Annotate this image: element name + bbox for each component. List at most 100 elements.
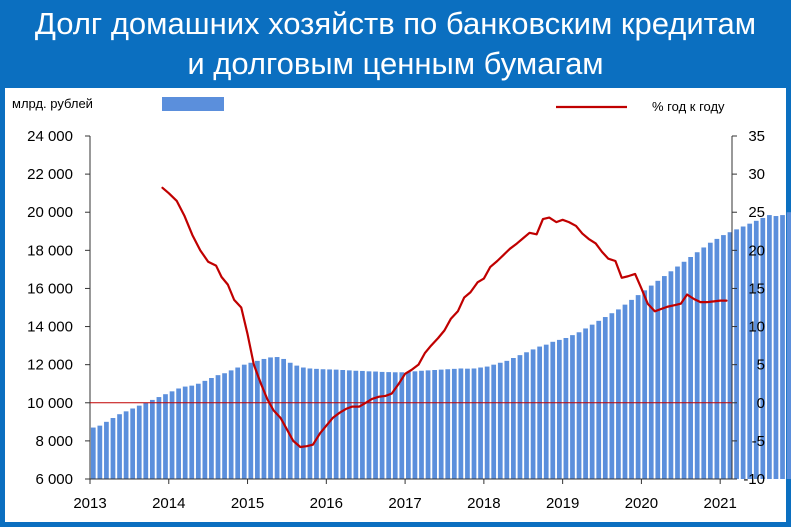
bar — [346, 370, 352, 479]
bar — [497, 362, 503, 479]
bar — [419, 370, 424, 479]
bar — [753, 220, 759, 480]
bar — [150, 399, 155, 479]
left-tick-label: 18 000 — [27, 242, 73, 259]
bar — [156, 397, 162, 479]
bar — [780, 215, 785, 479]
bar — [333, 369, 339, 479]
bar — [169, 391, 175, 479]
right-tick-label: 20 — [748, 242, 765, 259]
bar — [570, 335, 575, 479]
bar — [491, 364, 497, 479]
bar — [609, 313, 615, 479]
right-tick-label: 30 — [748, 166, 765, 183]
bar — [182, 386, 188, 479]
bar — [248, 362, 254, 479]
bar — [655, 280, 661, 479]
bar — [675, 266, 680, 479]
bar — [104, 421, 109, 479]
legend-bar-swatch — [162, 97, 224, 111]
growth-rate-line — [161, 186, 728, 449]
x-tick-label: 2016 — [310, 495, 343, 512]
bar — [662, 276, 667, 479]
axis-labels: 6 000 8 000 10 000 12 000 14 000 16 000 18 000… — [27, 128, 765, 512]
bar — [563, 337, 569, 479]
bar — [360, 370, 365, 479]
bar — [438, 369, 444, 479]
bar — [596, 320, 602, 479]
bar — [399, 372, 405, 479]
right-tick-label: 0 — [757, 395, 765, 412]
left-tick-label: 22 000 — [27, 166, 73, 183]
bar — [517, 355, 523, 479]
bar — [701, 247, 707, 479]
bar — [373, 371, 378, 479]
bar — [432, 370, 437, 479]
bar — [451, 368, 457, 479]
x-tick-label: 2020 — [625, 495, 658, 512]
right-tick-label: -10 — [743, 471, 765, 488]
bar — [274, 357, 280, 479]
bar — [97, 425, 103, 479]
bar — [215, 375, 221, 479]
bar — [176, 388, 181, 479]
axes — [85, 135, 737, 484]
bar — [222, 373, 227, 479]
bar — [602, 317, 608, 479]
bar — [445, 369, 451, 479]
left-tick-label: 8 000 — [35, 433, 73, 450]
bar — [589, 324, 595, 479]
bar — [681, 261, 687, 479]
bar — [353, 370, 359, 479]
bar — [123, 411, 129, 479]
bar — [760, 217, 766, 479]
right-tick-label: 10 — [748, 319, 765, 336]
bar — [117, 414, 122, 479]
bar — [228, 370, 234, 479]
bar — [314, 368, 319, 479]
bar — [740, 226, 746, 479]
x-tick-label: 2017 — [388, 495, 421, 512]
bar — [530, 349, 536, 479]
bar — [747, 223, 753, 479]
bar — [268, 357, 273, 479]
left-tick-label: 24 000 — [27, 128, 73, 145]
bar — [616, 309, 621, 479]
right-tick-label: 25 — [748, 204, 765, 221]
bar-series — [90, 212, 791, 480]
bar — [550, 341, 556, 479]
left-tick-label: 6 000 — [35, 471, 73, 488]
bar — [484, 366, 490, 479]
left-tick-label: 12 000 — [27, 357, 73, 374]
bar — [300, 367, 306, 479]
bar — [773, 216, 779, 479]
bar — [90, 427, 96, 479]
bar — [635, 295, 641, 479]
bar — [327, 369, 332, 479]
bar — [320, 369, 326, 479]
left-tick-label: 14 000 — [27, 319, 73, 336]
bar — [392, 372, 398, 479]
left-tick-label: 16 000 — [27, 280, 73, 297]
bar — [694, 252, 700, 479]
bar — [504, 360, 510, 479]
bar — [412, 371, 418, 479]
bar — [287, 362, 293, 479]
bar — [130, 408, 136, 479]
chart-title: Долг домашних хозяйств по банковским кре… — [0, 4, 791, 84]
bar — [235, 367, 241, 479]
x-tick-label: 2013 — [73, 495, 106, 512]
bar — [707, 242, 713, 479]
bar — [524, 352, 529, 479]
bar — [406, 371, 411, 479]
x-tick-label: 2014 — [152, 495, 185, 512]
left-tick-label: 10 000 — [27, 395, 73, 412]
right-tick-label: 15 — [748, 280, 765, 297]
bar — [294, 365, 300, 479]
bar — [556, 339, 562, 479]
right-tick-label: 35 — [748, 128, 765, 145]
bar — [136, 405, 142, 479]
bar — [576, 332, 582, 479]
